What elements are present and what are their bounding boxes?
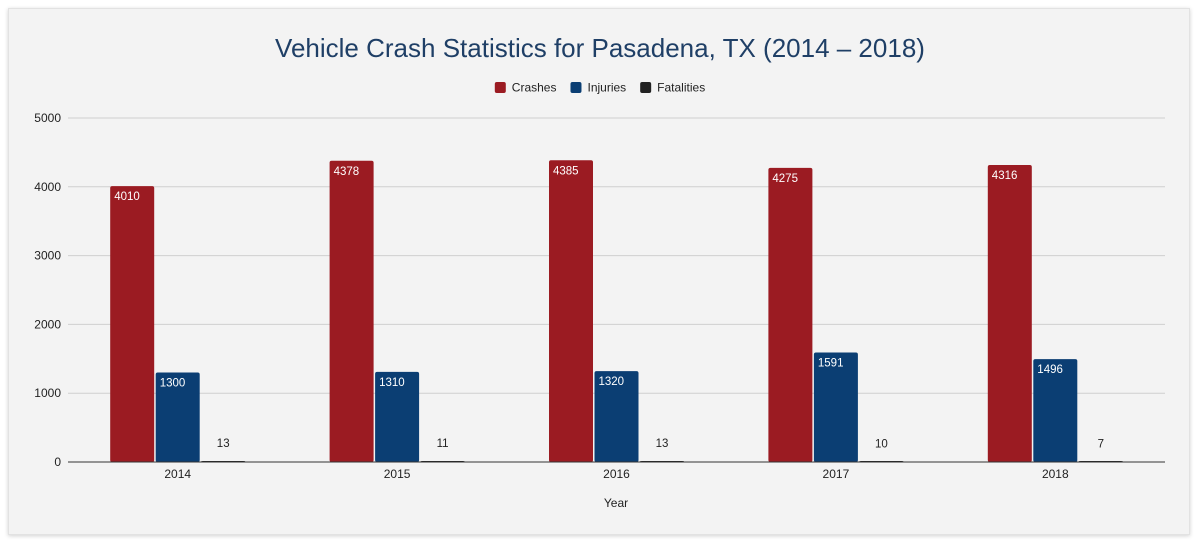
y-tick-label: 5000 xyxy=(34,111,61,125)
gridlines xyxy=(68,117,1165,394)
x-tick-label: 2018 xyxy=(1042,467,1069,481)
legend-label-crashes: Crashes xyxy=(512,81,557,95)
bar-injuries-2016 xyxy=(594,371,639,462)
legend-swatch-fatalities xyxy=(640,82,652,93)
data-label: 4378 xyxy=(334,166,360,178)
legend-swatch-injuries xyxy=(570,82,582,93)
bar-crashes-2018 xyxy=(987,165,1032,462)
bar-injuries-2014 xyxy=(155,372,200,462)
data-label: 7 xyxy=(1098,439,1104,451)
bars: 4010 1300 13 4378 1310 11 4385 1320 13 4275 1591 10… xyxy=(110,160,1123,463)
data-label: 4316 xyxy=(992,170,1018,182)
data-label: 11 xyxy=(437,438,449,450)
data-label: 1320 xyxy=(599,376,625,388)
y-tick-label: 3000 xyxy=(34,249,61,263)
data-label: 1591 xyxy=(818,358,844,370)
bar-crashes-2015 xyxy=(329,160,374,463)
data-label: 4275 xyxy=(772,173,798,185)
bar-injuries-2015 xyxy=(375,371,420,462)
data-label: 13 xyxy=(217,438,230,450)
x-tick-label: 2015 xyxy=(384,467,411,481)
y-tick-label: 1000 xyxy=(34,386,61,400)
data-label: 1310 xyxy=(379,377,405,389)
x-tick-label: 2017 xyxy=(823,467,850,481)
data-label: 10 xyxy=(875,438,888,450)
bar-injuries-2018 xyxy=(1033,359,1078,462)
bar-crashes-2016 xyxy=(549,160,593,462)
y-tick-label: 2000 xyxy=(34,317,61,331)
x-axis-title: Year xyxy=(604,496,628,510)
data-label: 4385 xyxy=(553,165,579,177)
x-tick-label: 2014 xyxy=(164,467,191,481)
legend-label-fatalities: Fatalities xyxy=(657,81,705,95)
y-axis-ticks: 0 1000 2000 3000 4000 5000 xyxy=(34,111,61,469)
data-label: 13 xyxy=(656,438,669,450)
data-label: 4010 xyxy=(114,191,140,203)
x-tick-label: 2016 xyxy=(603,467,630,481)
legend-label-injuries: Injuries xyxy=(587,81,626,95)
bar-injuries-2017 xyxy=(813,352,858,462)
bar-crashes-2017 xyxy=(768,167,813,462)
bar-crashes-2014 xyxy=(110,186,155,462)
y-tick-label: 4000 xyxy=(34,180,61,194)
legend-swatch-crashes xyxy=(494,82,506,93)
x-axis-ticks: 2014 2015 2016 2017 2018 xyxy=(164,467,1069,481)
data-label: 1496 xyxy=(1037,364,1063,376)
data-label: 1300 xyxy=(160,378,186,390)
legend: Crashes Injuries Fatalities xyxy=(494,81,705,95)
y-tick-label: 0 xyxy=(54,455,61,469)
chart-title: Vehicle Crash Statistics for Pasadena, T… xyxy=(275,33,925,63)
